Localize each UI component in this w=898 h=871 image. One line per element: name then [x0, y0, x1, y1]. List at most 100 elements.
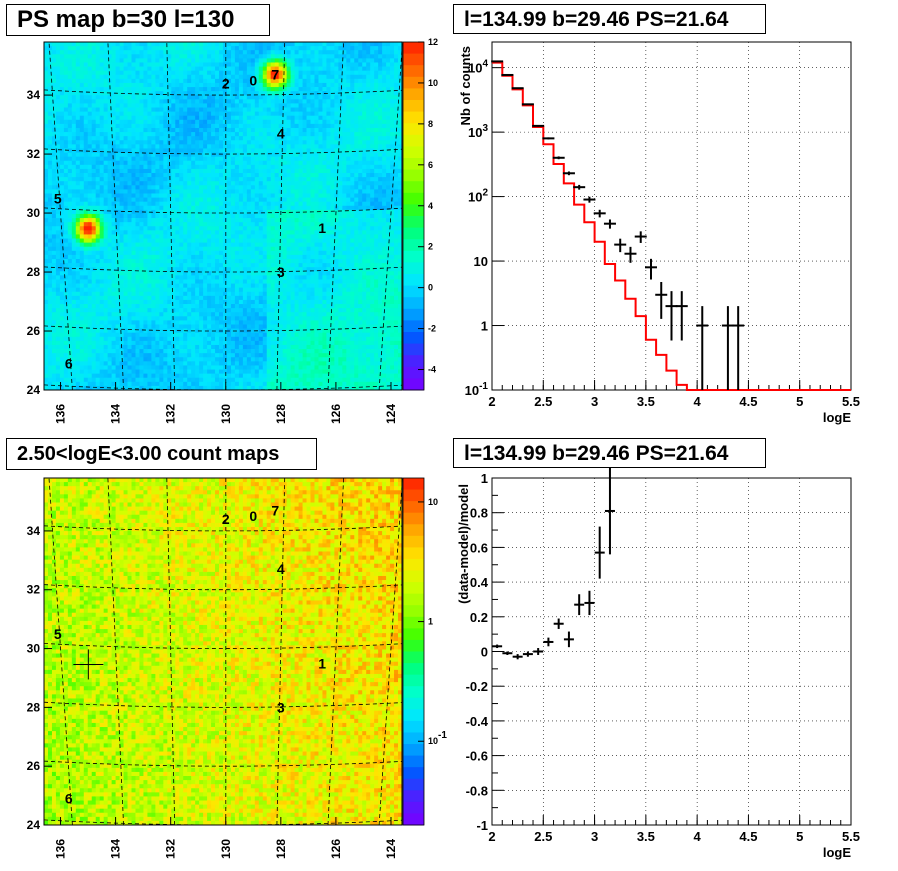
residual-x-tick-label: 3.5: [637, 829, 655, 844]
spectrum-x-tick-label: 2: [488, 394, 495, 409]
residual-y-tick-label: 0.8: [470, 506, 488, 521]
count-map-x-tick-label: 130: [219, 839, 233, 859]
count-map-x-tick-label: 134: [109, 839, 123, 859]
count-map-x-tick-label: 124: [384, 839, 398, 859]
spectrum-x-axis-label: logE: [823, 410, 851, 425]
ps-map-colorbar-label: -2: [428, 324, 436, 334]
count-map-y-tick-label: 24: [27, 818, 41, 832]
spectrum-x-tick-label: 5.5: [842, 394, 860, 409]
ps-map-source-label: 1: [318, 220, 326, 236]
residual-x-tick-label: 5.5: [842, 829, 860, 844]
count-map-source-label: 3: [277, 699, 285, 715]
spectrum-x-tick-label: 5: [796, 394, 803, 409]
count-map-x-tick-label: 132: [164, 839, 178, 859]
residual-y-tick-label: -1: [476, 818, 488, 833]
count-map-y-tick-label: 30: [27, 642, 41, 656]
ps-map-cells: [44, 42, 402, 390]
count-map-x-tick-label: 136: [54, 839, 68, 859]
ps-map-y-tick-label: 34: [27, 88, 41, 102]
count-map-source-label: 0: [249, 508, 257, 524]
residual-y-tick-label: -0.6: [466, 749, 488, 764]
residual-x-tick-label: 2.5: [534, 829, 552, 844]
ps-map-colorbar-label: 0: [428, 283, 433, 293]
ps-map-x-tick-label: 132: [164, 404, 178, 424]
residual-title: l=134.99 b=29.46 PS=21.64: [453, 438, 766, 468]
count-map-source-label: 1: [318, 655, 326, 671]
residual-x-axis-label: logE: [823, 845, 851, 860]
ps-map-title: PS map b=30 l=130: [6, 4, 270, 36]
count-map-y-tick-label: 26: [27, 759, 41, 773]
count-map-x-tick-label: 126: [329, 839, 343, 859]
residual-y-tick-label: 0: [481, 645, 488, 660]
spectrum-model-line: [492, 63, 851, 390]
ps-map-y-tick-label: 26: [27, 324, 41, 338]
residual-y-tick-label: 0.6: [470, 540, 488, 555]
ps-map-colorbar-label: -4: [428, 365, 436, 375]
spectrum-y-tick-label: 10-1: [465, 381, 489, 398]
ps-map-colorbar-label: 12: [428, 37, 438, 47]
spectrum-x-tick-label: 4: [694, 394, 702, 409]
ps-map-source-label: 7: [271, 66, 279, 82]
residual-y-tick-label: 0.4: [470, 575, 489, 590]
count-map-source-label: 4: [277, 561, 285, 577]
ps-map-source-label: 2: [222, 75, 230, 91]
count-map-cells: [44, 478, 402, 825]
count-map-colorbar-label: 10-1: [428, 730, 447, 746]
count-map-source-label: 2: [222, 511, 230, 527]
ps-map-y-tick-label: 30: [27, 206, 41, 220]
count-map-source-label: 5: [54, 626, 62, 642]
spectrum-x-tick-label: 2.5: [534, 394, 552, 409]
residual-grid: [492, 478, 851, 825]
residual-y-tick-label: 0.2: [470, 610, 488, 625]
spectrum-x-tick-label: 3: [591, 394, 598, 409]
count-map-y-tick-label: 32: [27, 583, 41, 597]
residual-y-axis-label: (data-model)/model: [456, 484, 471, 604]
ps-map-x-tick-label: 128: [274, 404, 288, 424]
spectrum-title: l=134.99 b=29.46 PS=21.64: [453, 4, 766, 34]
count-map-source-label: 7: [271, 502, 279, 518]
ps-map-y-tick-label: 32: [27, 147, 41, 161]
ps-map-x-tick-label: 136: [54, 404, 68, 424]
ps-map-x-tick-label: 134: [109, 404, 123, 424]
residual-y-tick-label: -0.4: [466, 714, 489, 729]
residual-y-tick-label: -0.8: [466, 783, 488, 798]
spectrum-y-tick-label: 10: [474, 254, 488, 269]
ps-map-source-label: 4: [277, 125, 285, 141]
count-map-y-tick-label: 34: [27, 524, 41, 538]
ps-map-y-tick-label: 24: [27, 383, 41, 397]
ps-map-source-label: 5: [54, 190, 62, 206]
count-map-y-tick-label: 28: [27, 700, 41, 714]
residual-x-tick-label: 2: [488, 829, 495, 844]
count-map-source-label: 6: [65, 791, 73, 807]
count-map-x-tick-label: 128: [274, 839, 288, 859]
ps-map-colorbar-label: 8: [428, 119, 433, 129]
ps-map-colorbar-label: 6: [428, 160, 433, 170]
spectrum-y-tick-label: 1: [481, 319, 488, 334]
residual-x-tick-label: 5: [796, 829, 803, 844]
ps-map-source-label: 3: [277, 264, 285, 280]
count-map-title: 2.50<logE<3.00 count maps: [6, 438, 317, 470]
spectrum-y-axis-label: Nb of counts: [458, 46, 473, 125]
ps-map-colorbar-label: 10: [428, 78, 438, 88]
ps-map-y-tick-label: 28: [27, 265, 41, 279]
residual-x-tick-label: 4: [694, 829, 702, 844]
residual-y-tick-label: -0.2: [466, 679, 488, 694]
spectrum-x-tick-label: 3.5: [637, 394, 655, 409]
ps-map-colorbar-label: 2: [428, 242, 433, 252]
ps-map-x-tick-label: 130: [219, 404, 233, 424]
ps-map-colorbar-label: 4: [428, 201, 433, 211]
spectrum-x-tick-label: 4.5: [739, 394, 757, 409]
count-map-colorbar: [403, 478, 424, 826]
ps-map-colorbar: [403, 42, 424, 391]
residual-frame: [492, 478, 851, 825]
ps-map-x-tick-label: 126: [329, 404, 343, 424]
spectrum-y-tick-label: 102: [468, 188, 488, 205]
residual-x-tick-label: 4.5: [739, 829, 757, 844]
ps-map-x-tick-label: 124: [384, 404, 398, 424]
residual-x-tick-label: 3: [591, 829, 598, 844]
count-map-colorbar-label: 1: [428, 617, 433, 627]
residual-y-tick-label: 1: [481, 471, 488, 486]
ps-map-source-label: 0: [249, 72, 257, 88]
count-map-colorbar-label: 10: [428, 497, 438, 507]
